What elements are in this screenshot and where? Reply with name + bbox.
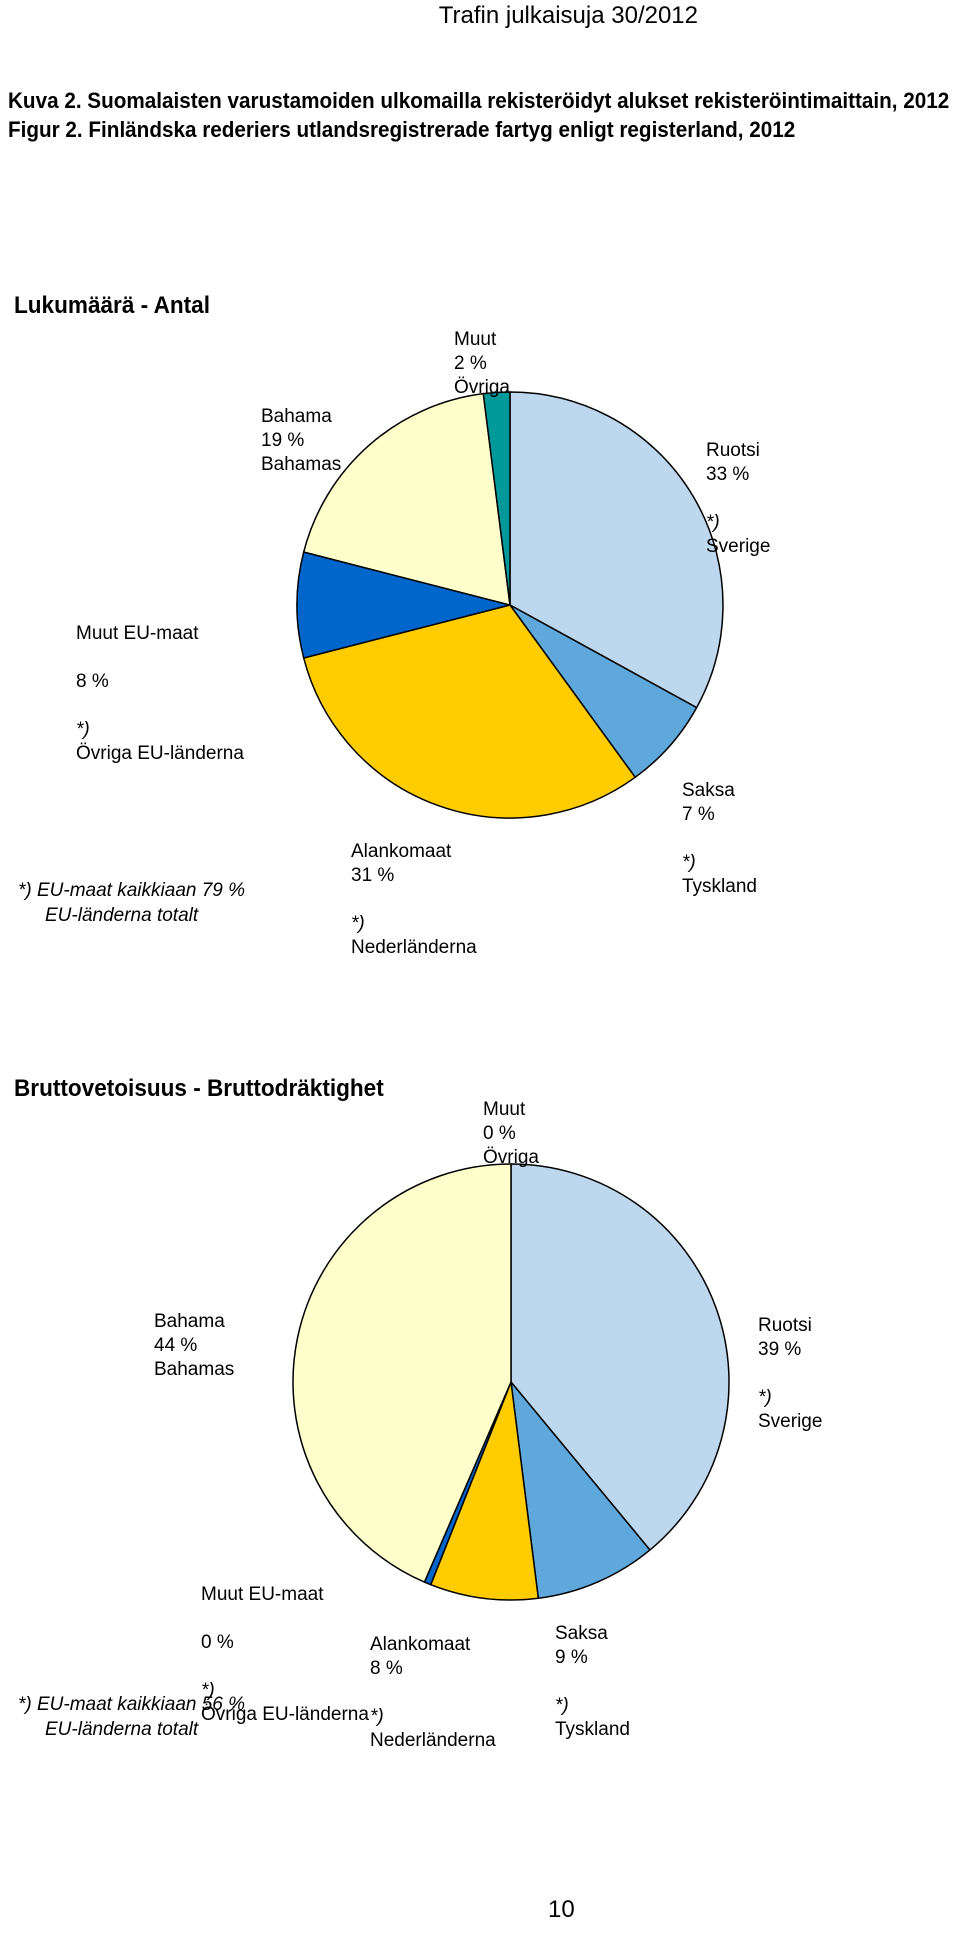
pie-slice-muut bbox=[482, 391, 511, 606]
chart-title: Lukumäärä - Antal bbox=[14, 292, 210, 319]
pie-slice-alankomaat bbox=[430, 1381, 540, 1601]
pie-chart-gross-tonnage bbox=[292, 1163, 730, 1601]
page-number: 10 bbox=[548, 1896, 575, 1923]
slice-label-saksa: Saksa 9 % *) Tyskland bbox=[555, 1623, 630, 1740]
pie-chart-count bbox=[296, 391, 724, 819]
pie-slice-bahama bbox=[302, 392, 511, 606]
pie-slice-bahama bbox=[292, 1163, 512, 1583]
slice-label-bahama: Bahama 19 % Bahamas bbox=[261, 406, 342, 475]
slice-label-saksa: Saksa 7 % *) Tyskland bbox=[682, 780, 757, 897]
pie-slice-muut-eu-maat bbox=[296, 551, 511, 659]
slice-label-muut: Muut 2 % Övriga bbox=[454, 329, 510, 398]
slice-label-muut: Muut 0 % Övriga bbox=[483, 1099, 539, 1168]
eu-total-note: *) EU-maat kaikkiaan 56 % EU-länderna to… bbox=[18, 1694, 246, 1740]
slice-label-bahama: Bahama 44 % Bahamas bbox=[154, 1311, 235, 1380]
slice-label-muut-eu: Muut EU-maat 8 % *) Övriga EU-länderna bbox=[76, 623, 244, 764]
page-header: Trafin julkaisuja 30/2012 bbox=[438, 2, 698, 29]
pie-slice-saksa bbox=[510, 1381, 651, 1600]
slice-label-ruotsi: Ruotsi 33 % *) Sverige bbox=[706, 440, 771, 557]
slice-label-alankomaat: Alankomaat 31 % *) Nederländerna bbox=[351, 841, 477, 958]
eu-total-note: *) EU-maat kaikkiaan 79 % EU-länderna to… bbox=[18, 880, 246, 926]
chart-title: Bruttovetoisuus - Bruttodräktighet bbox=[14, 1075, 384, 1102]
pie-slice-alankomaat bbox=[302, 604, 636, 819]
slice-label-muut-eu: Muut EU-maat 0 % *) Övriga EU-länderna bbox=[201, 1584, 369, 1725]
pie-slice-ruotsi bbox=[509, 391, 724, 709]
pie-slice-ruotsi bbox=[510, 1163, 730, 1551]
slice-label-ruotsi: Ruotsi 39 % *) Sverige bbox=[758, 1315, 823, 1432]
figure-title-sv: Figur 2. Finländska rederiers utlandsreg… bbox=[8, 117, 796, 142]
figure-title-fi: Kuva 2. Suomalaisten varustamoiden ulkom… bbox=[8, 88, 950, 113]
slice-label-alankomaat: Alankomaat 8 % *) Nederländerna bbox=[370, 1634, 496, 1751]
